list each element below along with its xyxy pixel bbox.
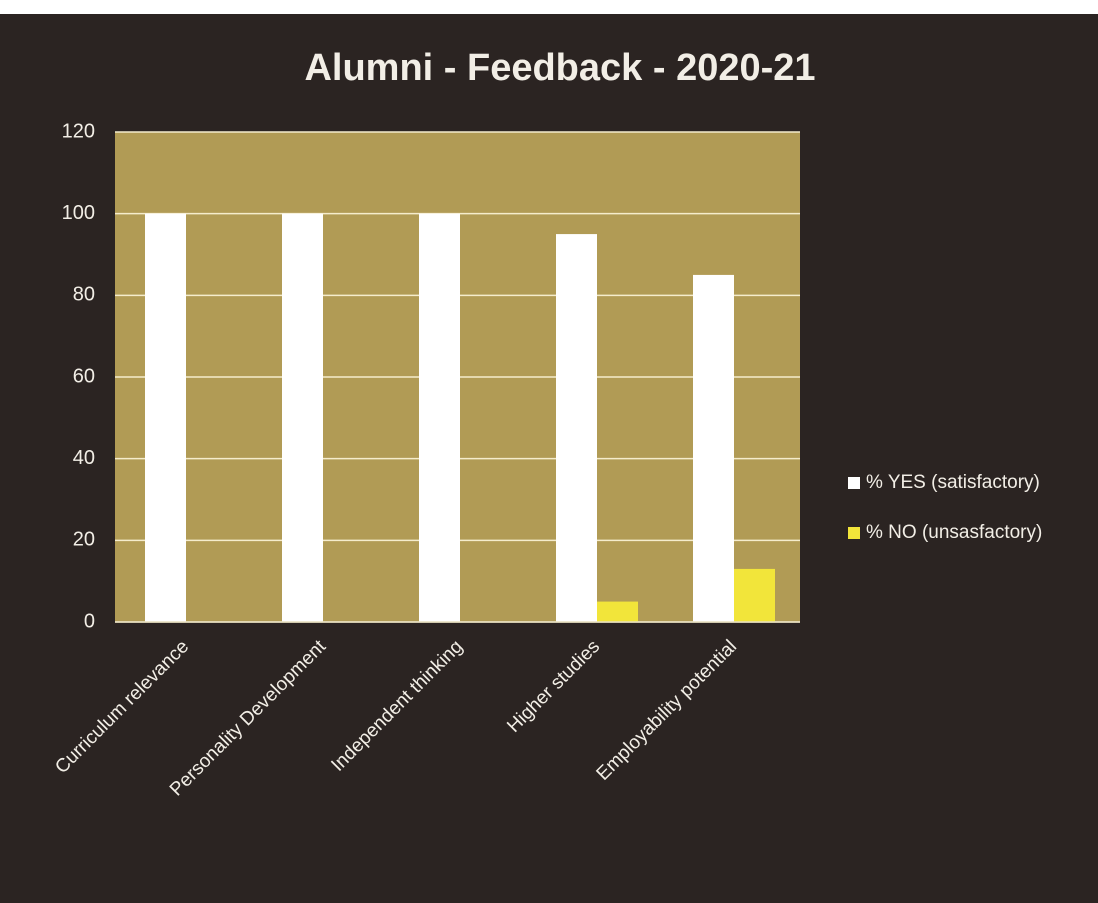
bar: [282, 213, 323, 622]
y-tick-label: 40: [73, 447, 95, 469]
bar: [556, 234, 597, 623]
legend-swatch: [848, 477, 860, 489]
bar: [693, 274, 734, 622]
y-tick-label: 0: [84, 610, 95, 632]
legend-label: % YES (satisfactory): [866, 472, 1040, 493]
bar: [145, 213, 186, 622]
bar: [597, 601, 638, 622]
y-tick-label: 120: [62, 120, 95, 142]
legend-swatch: [848, 527, 860, 539]
y-tick-label: 80: [73, 284, 95, 306]
legend-label: % NO (unsasfactory): [866, 522, 1042, 543]
y-tick-label: 20: [73, 529, 95, 551]
bar: [734, 568, 775, 622]
bar: [419, 213, 460, 622]
chart-title: Alumni - Feedback - 2020-21: [304, 47, 815, 89]
y-tick-label: 100: [62, 202, 95, 224]
y-tick-label: 60: [73, 365, 95, 387]
